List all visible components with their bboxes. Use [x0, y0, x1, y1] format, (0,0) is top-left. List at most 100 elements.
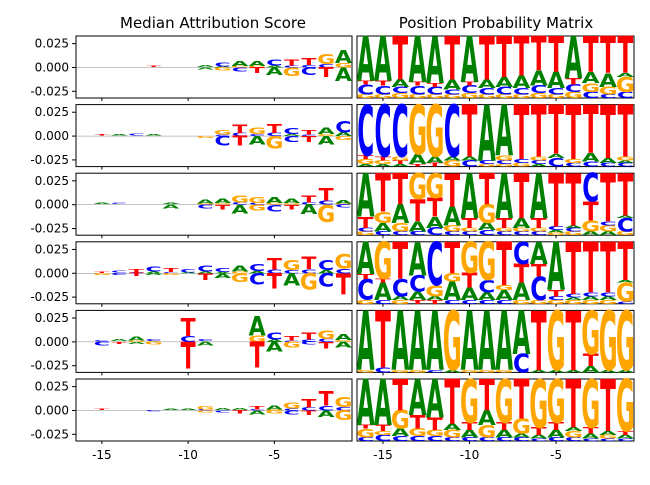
attr-letter-C: C: [128, 272, 144, 274]
attr-letter-A: A: [335, 131, 353, 137]
attr-letter-G: G: [283, 401, 301, 410]
ppm-letter-C: C: [496, 230, 513, 236]
ppm-letter-T: T: [548, 91, 564, 170]
ppm-letter-G: G: [391, 221, 410, 235]
attr-letter-C: C: [197, 264, 213, 273]
ppm-letter-G: G: [495, 93, 514, 99]
ppm-letter-T: T: [566, 228, 582, 311]
attr-letter-G: G: [231, 271, 249, 274]
attr-letter-C: C: [180, 335, 196, 344]
attr-letter-G: G: [334, 62, 352, 69]
ppm-letter-T: T: [358, 154, 375, 160]
ppm-letter-A: A: [547, 230, 565, 234]
axes-frame: [356, 309, 635, 373]
attr-letter-C: C: [266, 58, 282, 67]
ppm-letter-T: T: [392, 159, 409, 165]
ppm-letter-T: T: [600, 27, 616, 86]
ppm-letter-A: A: [564, 426, 582, 432]
attr-letter-T: T: [250, 66, 266, 75]
ppm-letter-T: T: [548, 27, 564, 85]
attr-letter-G: G: [162, 273, 180, 276]
attr-letter-A: A: [335, 200, 353, 205]
attr-letter-G: G: [265, 133, 283, 153]
attr-letter-A: A: [214, 272, 232, 280]
ppm-letter-T: T: [462, 91, 478, 174]
ppm-letter-A: A: [513, 298, 531, 368]
ppm-letter-G: G: [391, 369, 410, 373]
ppm-letter-G: G: [616, 156, 635, 162]
ppm-letter-C: C: [392, 230, 409, 236]
attr-letter-G: G: [196, 406, 214, 411]
ppm-letter-G: G: [564, 430, 583, 440]
attr-letter-C: C: [301, 407, 317, 412]
attr-letter-T: T: [301, 56, 317, 67]
attr-letter-C: C: [301, 339, 317, 343]
ppm-letter-T: T: [496, 421, 513, 433]
ppm-letter-G: G: [616, 74, 635, 97]
ppm-letter-C: C: [461, 159, 478, 169]
ppm-letter-A: A: [426, 295, 444, 390]
ppm-letter-T: T: [392, 24, 408, 94]
ppm-letter-A: A: [582, 230, 600, 236]
ppm-letter-G: G: [529, 92, 548, 100]
ppm-letter-C: C: [461, 436, 478, 442]
attr-letter-C: C: [249, 270, 265, 289]
ppm-letter-T: T: [514, 259, 530, 289]
attr-letter-G: G: [248, 126, 266, 137]
attr-letter-G: G: [334, 135, 352, 141]
ppm-letter-C: C: [617, 301, 634, 305]
ppm-letter-A: A: [582, 365, 601, 375]
ppm-letter-G: G: [425, 91, 444, 174]
attr-letter-C: C: [111, 270, 127, 274]
ppm-letter-A: A: [478, 91, 496, 179]
ppm-letter-C: C: [478, 87, 495, 97]
ppm-letter-G: G: [564, 299, 583, 305]
ppm-letter-G: G: [616, 295, 635, 390]
attr-letter-G: G: [283, 203, 301, 205]
attr-letter-T: T: [319, 185, 335, 205]
attr-letter-C: C: [249, 202, 265, 205]
ppm-letter-G: G: [495, 154, 514, 162]
ppm-letter-C: C: [565, 83, 582, 95]
ppm-letter-G: G: [408, 93, 427, 99]
attr-letter-C: C: [301, 64, 317, 68]
ppm-letter-A: A: [461, 295, 479, 390]
ppm-letter-G: G: [356, 230, 375, 236]
attr-letter-C: C: [197, 338, 213, 342]
attr-letter-A: A: [180, 408, 198, 410]
attr-letter-A: A: [231, 264, 248, 273]
ppm-letter-C: C: [582, 161, 599, 169]
attr-letter-A: A: [197, 199, 215, 205]
ppm-letter-G: G: [547, 232, 566, 236]
attr-letter-A: A: [249, 409, 267, 415]
ppm-letter-T: T: [583, 426, 599, 436]
ppm-letter-A: A: [426, 295, 444, 301]
ppm-letter-T: T: [617, 231, 633, 293]
ppm-letter-C: C: [444, 230, 461, 236]
attr-letter-T: T: [146, 65, 161, 67]
attr-letter-G: G: [231, 194, 249, 205]
attr-letter-C: C: [266, 331, 282, 342]
attr-letter-C: C: [94, 341, 110, 347]
attr-letter-T: T: [215, 203, 230, 211]
attr-letter-C: C: [111, 202, 127, 204]
attr-letter-C: C: [284, 65, 300, 68]
ppm-letter-T: T: [566, 159, 582, 242]
ppm-letter-C: C: [478, 159, 495, 165]
ppm-letter-T: T: [531, 216, 547, 232]
ppm-letter-G: G: [581, 217, 600, 235]
ppm-letter-C: C: [409, 435, 426, 443]
left-panel-title: Median Attribution Score: [120, 14, 306, 32]
ppm-letter-A: A: [616, 280, 634, 284]
ppm-letter-A: A: [461, 428, 479, 440]
ppm-letter-T: T: [410, 194, 426, 229]
attr-letter-C: C: [284, 408, 300, 411]
y-tick-label: 0.025: [35, 380, 69, 394]
ppm-letter-C: C: [392, 274, 409, 302]
ppm-letter-A: A: [616, 369, 634, 373]
attr-letter-G: G: [248, 196, 266, 205]
attr-letter-G: G: [248, 203, 266, 212]
ppm-letter-A: A: [530, 237, 548, 272]
attr-letter-C: C: [318, 258, 334, 274]
attr-letter-A: A: [93, 202, 111, 204]
